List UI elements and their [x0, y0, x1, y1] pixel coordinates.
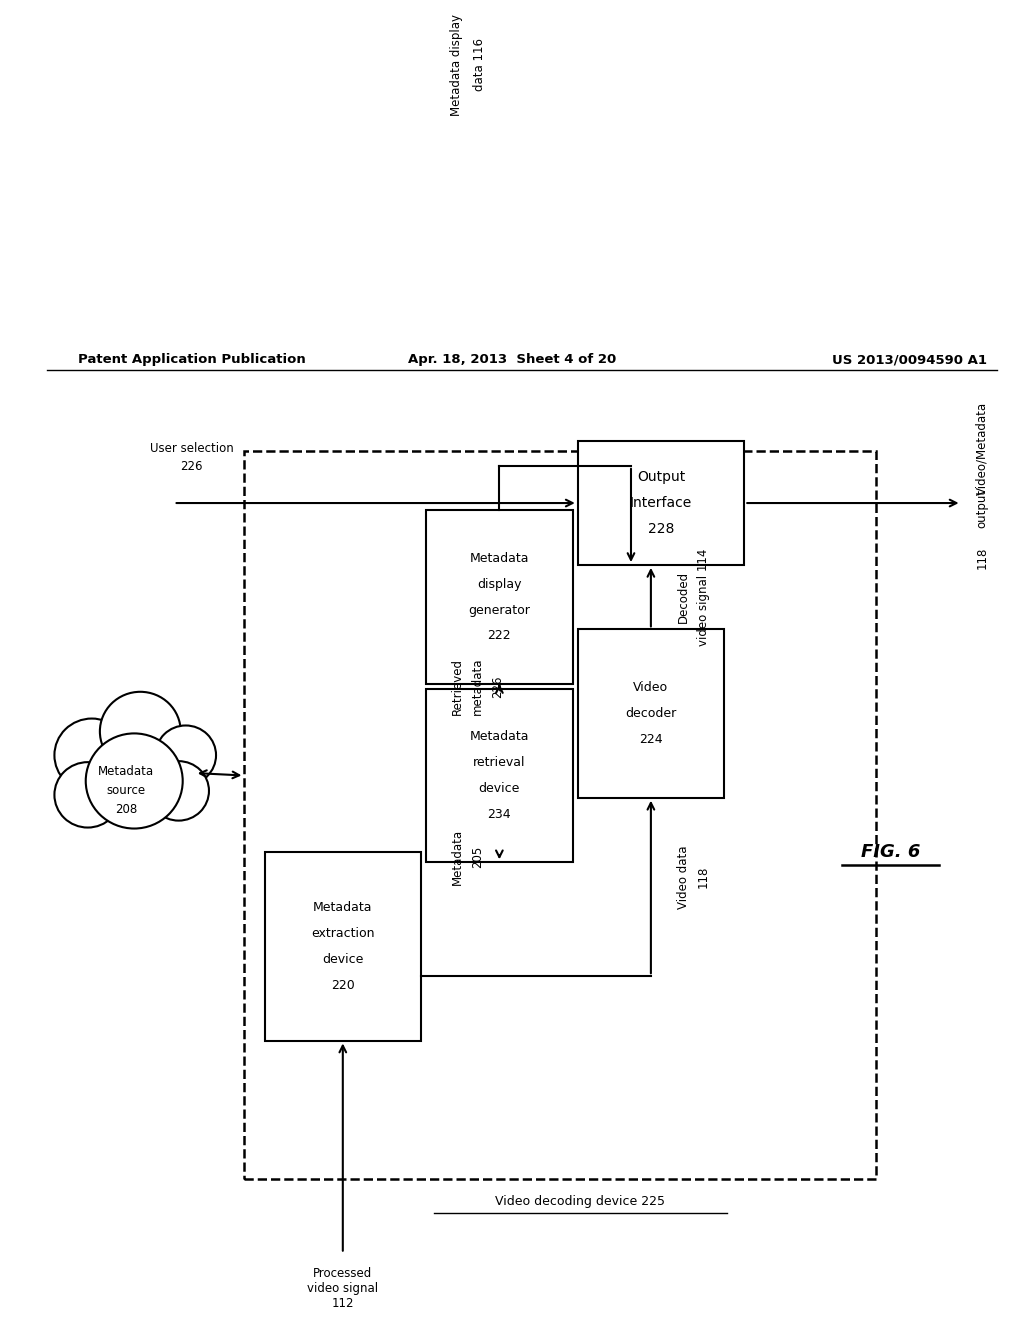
Text: 118: 118	[975, 546, 988, 569]
Text: video signal: video signal	[307, 1282, 379, 1295]
Bar	[245, 451, 876, 1179]
Text: 118: 118	[697, 866, 710, 888]
Circle shape	[54, 718, 129, 792]
Text: 208: 208	[115, 803, 137, 816]
Text: Decoded: Decoded	[677, 572, 690, 623]
Text: display: display	[477, 578, 521, 591]
Text: video signal 114: video signal 114	[697, 549, 710, 645]
Text: FIG. 6: FIG. 6	[861, 843, 921, 862]
Text: Video decoding device 225: Video decoding device 225	[496, 1195, 666, 1208]
Text: metadata: metadata	[471, 657, 483, 715]
Text: output: output	[975, 488, 988, 528]
Text: 226: 226	[180, 459, 203, 473]
Text: Interface: Interface	[630, 496, 692, 510]
Text: extraction: extraction	[311, 927, 375, 940]
Text: Patent Application Publication: Patent Application Publication	[78, 354, 305, 367]
Circle shape	[156, 726, 216, 785]
Text: 234: 234	[487, 808, 511, 821]
Circle shape	[100, 692, 180, 771]
Bar	[578, 441, 744, 565]
Text: Metadata: Metadata	[470, 552, 529, 565]
Text: source: source	[106, 784, 145, 797]
Text: US 2013/0094590 A1: US 2013/0094590 A1	[831, 354, 987, 367]
Text: Output: Output	[637, 470, 685, 484]
Bar	[426, 511, 572, 684]
Text: 112: 112	[332, 1296, 354, 1309]
Circle shape	[54, 762, 121, 828]
Text: Metadata: Metadata	[451, 829, 464, 886]
Text: Processed: Processed	[313, 1267, 373, 1280]
Text: Retrieved: Retrieved	[451, 657, 464, 715]
Text: Video data: Video data	[677, 845, 690, 909]
Text: User selection: User selection	[150, 442, 233, 455]
Text: 228: 228	[648, 521, 674, 536]
Text: 226: 226	[490, 675, 504, 697]
Circle shape	[148, 762, 209, 821]
Text: Metadata display: Metadata display	[451, 13, 464, 116]
Text: Metadata: Metadata	[98, 764, 155, 777]
Text: Video: Video	[633, 681, 669, 694]
Text: decoder: decoder	[626, 708, 677, 721]
Bar	[578, 630, 724, 797]
Text: 222: 222	[487, 630, 511, 643]
Text: data 116: data 116	[473, 38, 485, 91]
Text: generator: generator	[468, 603, 530, 616]
Text: Apr. 18, 2013  Sheet 4 of 20: Apr. 18, 2013 Sheet 4 of 20	[408, 354, 616, 367]
Text: Metadata: Metadata	[470, 730, 529, 743]
Text: Metadata: Metadata	[313, 902, 373, 915]
Text: 220: 220	[331, 978, 354, 991]
Bar	[264, 853, 421, 1040]
Text: device: device	[478, 781, 520, 795]
Text: 205: 205	[471, 846, 483, 869]
Text: Video/Metadata: Video/Metadata	[975, 403, 988, 495]
Circle shape	[86, 734, 182, 829]
Text: retrieval: retrieval	[473, 756, 525, 770]
Text: device: device	[323, 953, 364, 966]
Bar	[426, 689, 572, 862]
Text: 224: 224	[639, 733, 663, 746]
